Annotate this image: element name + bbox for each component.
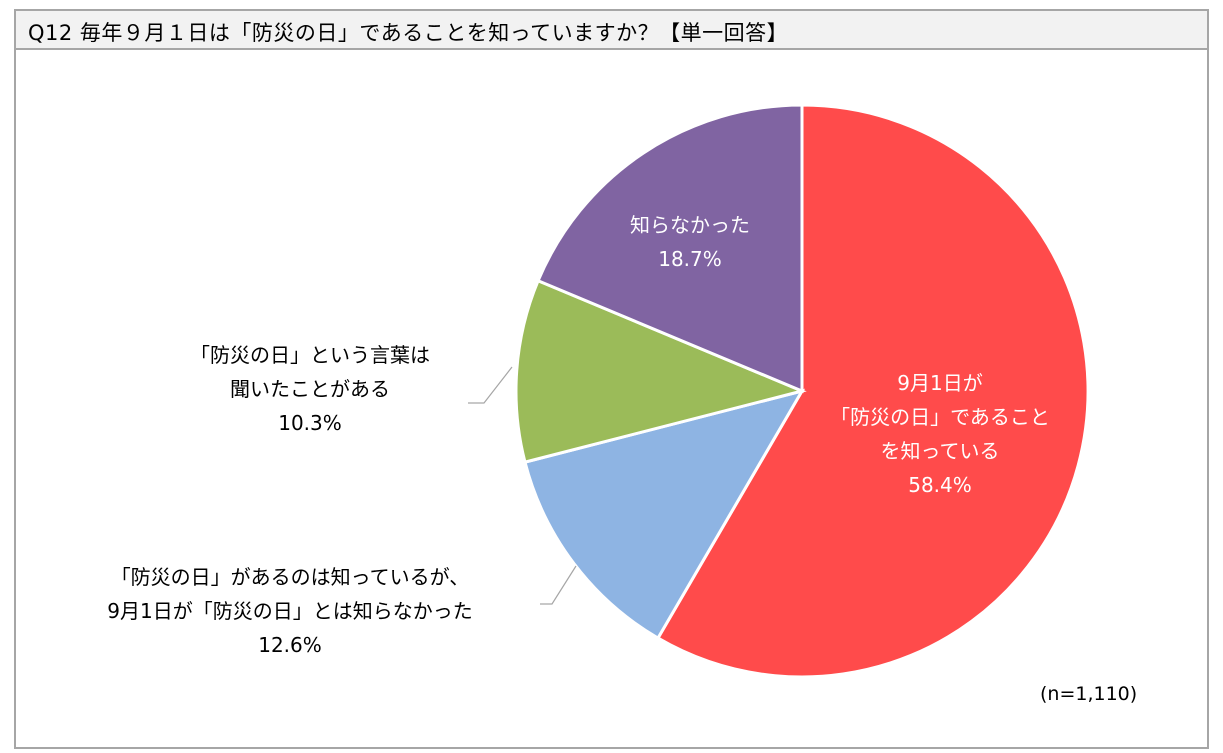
label-line: 聞いたことがある	[230, 377, 390, 401]
label-slice-3: 知らなかった 18.7%	[590, 208, 790, 276]
sample-size-note: (n=1,110)	[1040, 683, 1138, 705]
value-label: 18.7%	[658, 247, 722, 271]
leader-line-slice-2	[468, 366, 513, 404]
value-label: 10.3%	[278, 411, 342, 435]
label-slice-0: 9月1日が 「防災の日」であること を知っている 58.4%	[790, 366, 1090, 502]
label-slice-1: 「防災の日」があるのは知っているが、 9月1日が「防災の日」とは知らなかった 1…	[30, 560, 550, 662]
pie-slice-3	[536, 103, 804, 394]
chart-title: Q12 毎年９月１日は「防災の日」であることを知っていますか？【単一回答】	[28, 21, 789, 45]
pie-slice-0	[655, 103, 1090, 679]
label-line: を知っている	[880, 439, 1000, 463]
label-line: 知らなかった	[630, 213, 750, 237]
chart-frame: Q12 毎年９月１日は「防災の日」であることを知っていますか？【単一回答】	[14, 9, 1209, 749]
title-bar: Q12 毎年９月１日は「防災の日」であることを知っていますか？【単一回答】	[16, 11, 1207, 50]
label-line: 「防災の日」があるのは知っているが、	[110, 565, 470, 589]
pie-slice-1	[523, 388, 806, 641]
label-line: 「防災の日」であること	[830, 405, 1050, 429]
value-label: 58.4%	[908, 473, 972, 497]
label-slice-2: 「防災の日」という言葉は 聞いたことがある 10.3%	[140, 338, 480, 440]
label-line: 「防災の日」という言葉は	[190, 343, 430, 367]
label-line: 9月1日が	[897, 371, 983, 395]
value-label: 12.6%	[258, 633, 322, 657]
label-line: 9月1日が「防災の日」とは知らなかった	[107, 599, 473, 623]
leader-line-slice-1	[540, 565, 577, 605]
pie-slice-2	[514, 278, 807, 464]
